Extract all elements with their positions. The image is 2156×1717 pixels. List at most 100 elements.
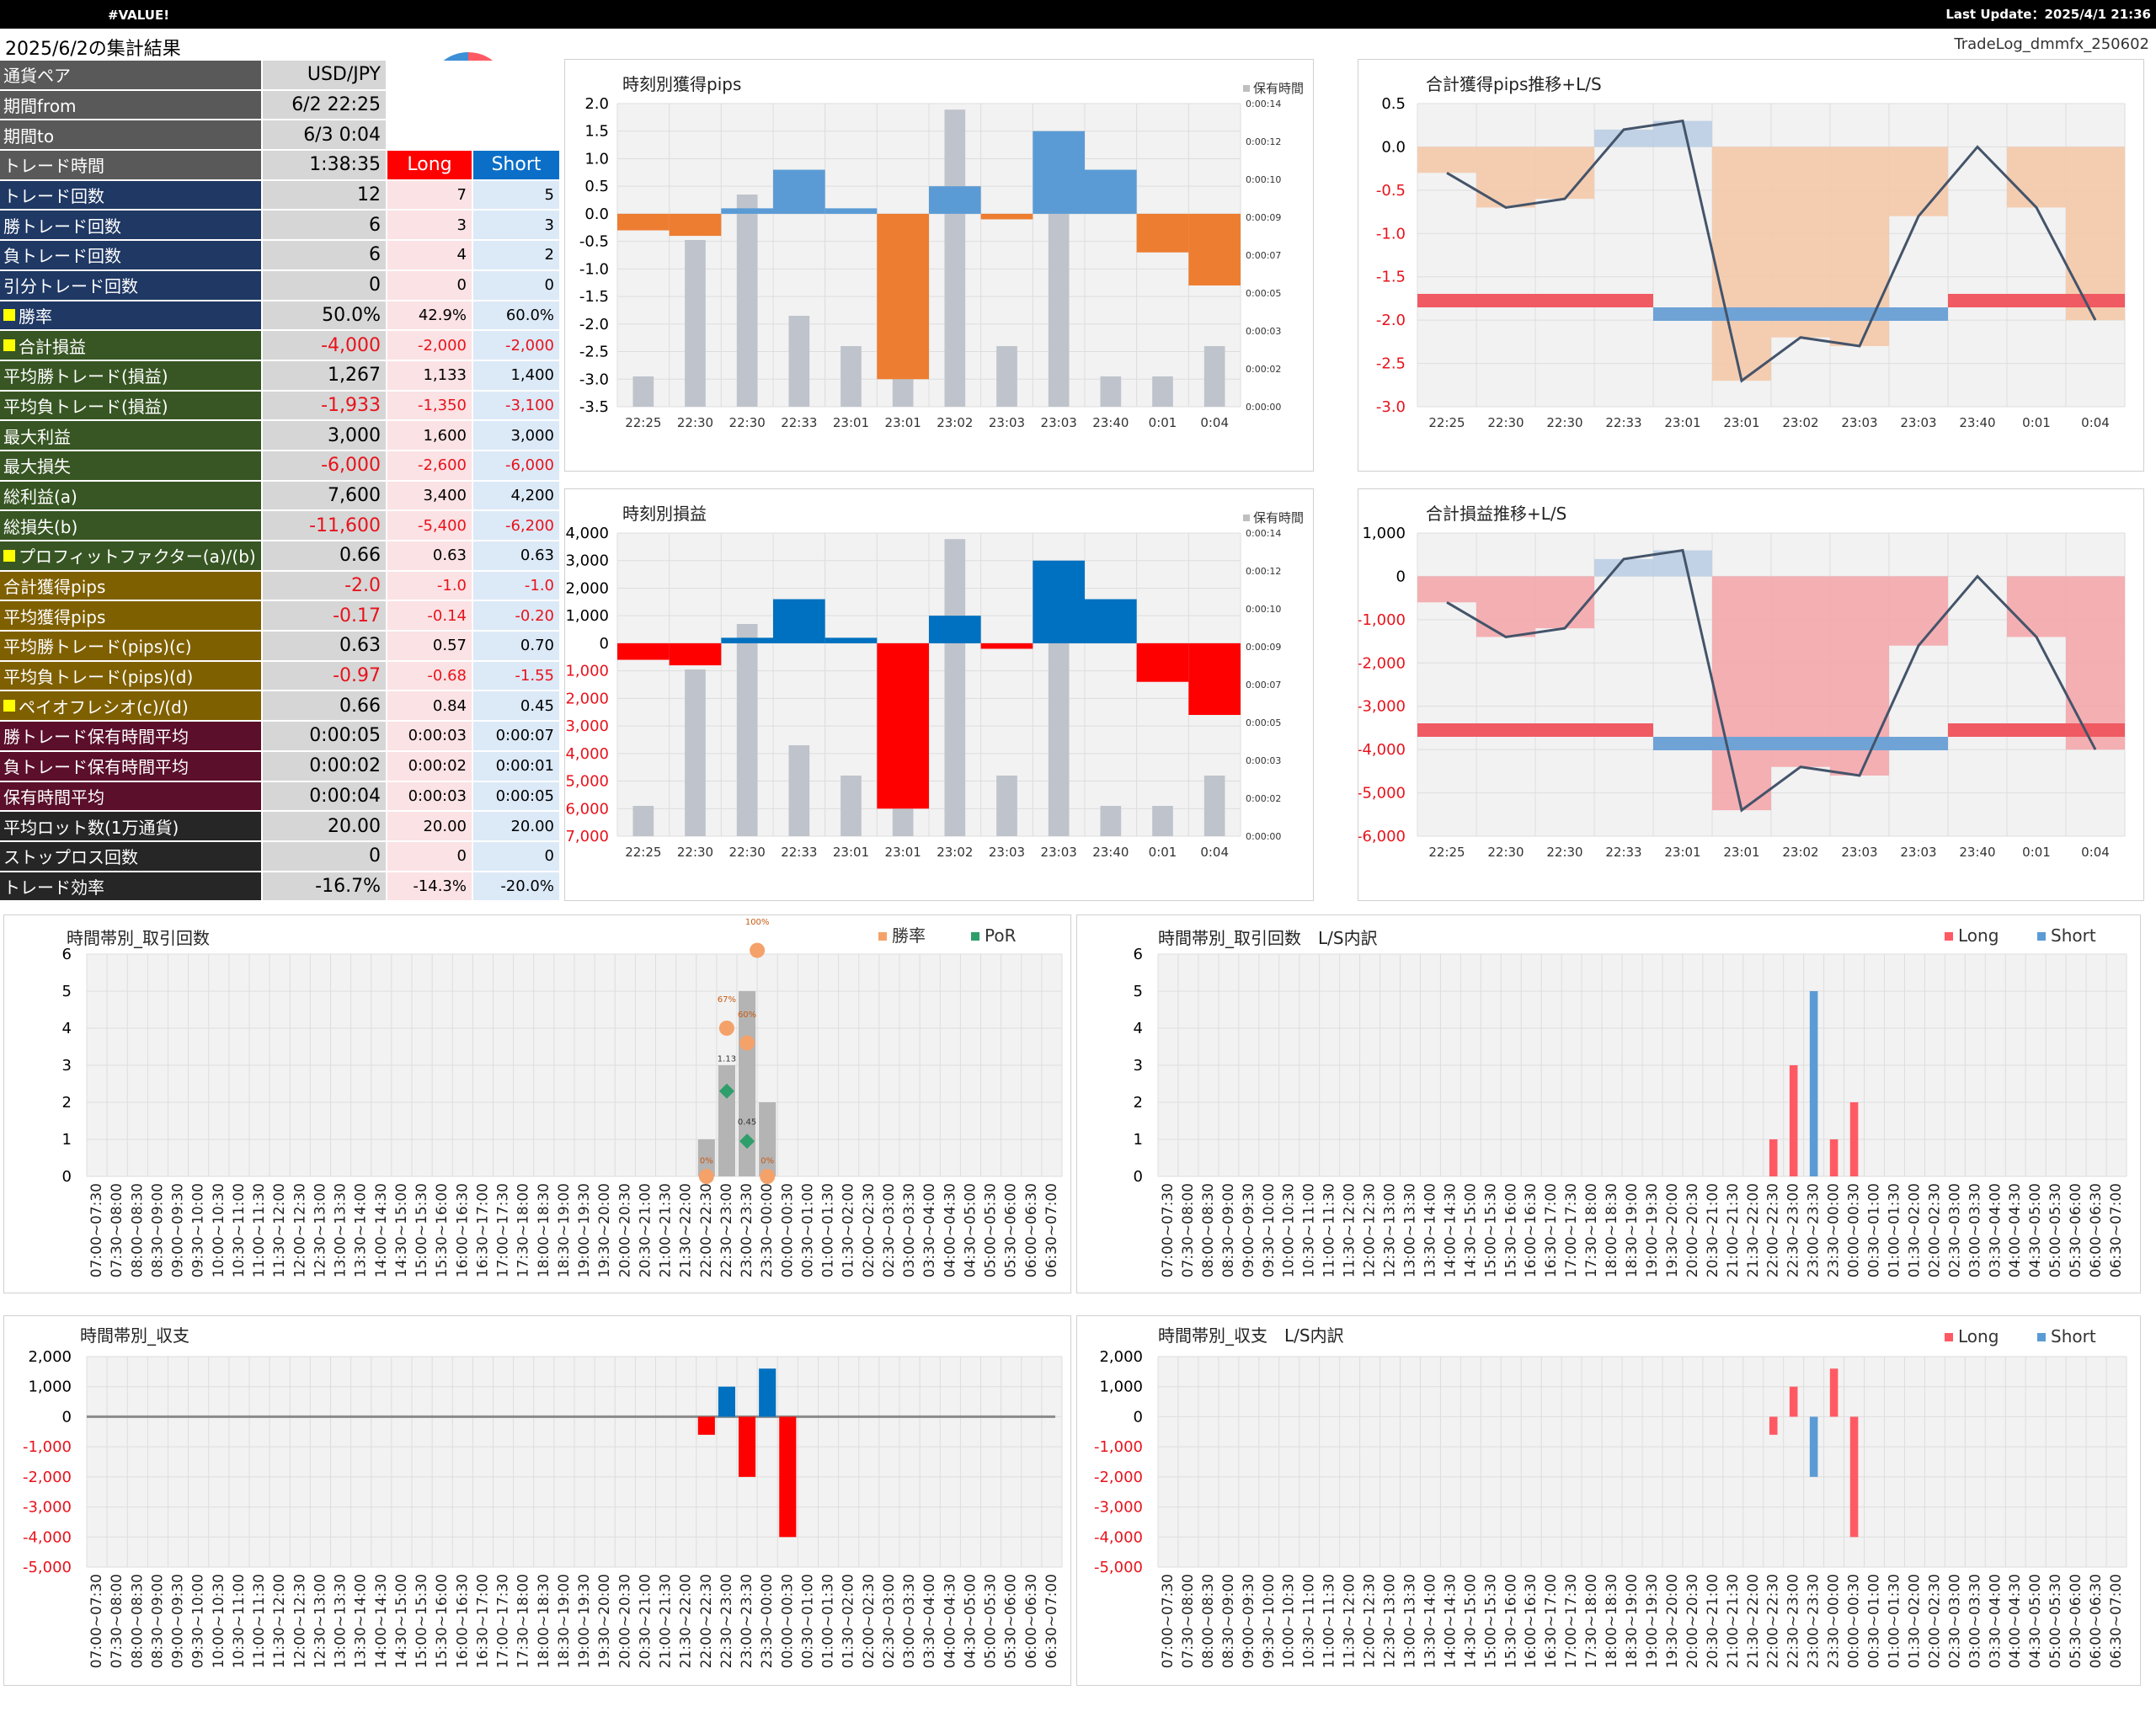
- x-slot-label: 18:00~18:30: [1604, 1574, 1620, 1668]
- y-tick-label: -6,000: [565, 800, 609, 818]
- pl-bar: [759, 1368, 776, 1417]
- x-slot-label: 21:00~21:30: [1725, 1574, 1742, 1668]
- long-bar: [1829, 1368, 1838, 1417]
- stats-long: -0.14: [387, 601, 473, 631]
- holding-time-bar: [944, 109, 966, 407]
- stats-short: 3,000: [473, 421, 559, 450]
- stats-label: 期間to: [0, 120, 263, 150]
- x-slot-label: 21:30~22:00: [678, 1183, 695, 1277]
- x-slot-label: 13:00~13:30: [333, 1574, 350, 1668]
- tradelog-name: TradeLog_dmmfx_250602: [1954, 35, 2149, 53]
- y-tick-label: -0.5: [579, 233, 609, 251]
- stats-short: 4,200: [473, 481, 559, 510]
- stats-short: 0.63: [473, 541, 559, 570]
- y-tick-label: -5,000: [23, 1559, 72, 1576]
- stats-short: -20.0%: [473, 872, 559, 901]
- y2-tick-label: 0:00:10: [1246, 604, 1281, 615]
- stats-label-text: 期間from: [3, 96, 77, 117]
- x-slot-label: 02:00~02:30: [1926, 1183, 1943, 1277]
- x-slot-label: 05:30~06:00: [2068, 1574, 2084, 1668]
- x-slot-label: 10:30~11:00: [231, 1574, 248, 1668]
- stats-label: ストップロス回数: [0, 841, 263, 871]
- pl-bar: [773, 169, 825, 214]
- pl-bar: [779, 1416, 797, 1538]
- x-slot-label: 05:00~05:30: [2047, 1183, 2064, 1277]
- holding-time-bar: [996, 346, 1017, 407]
- stats-long: 0: [387, 841, 473, 871]
- pl-bar: [825, 208, 878, 214]
- x-tick-label: 23:02: [1782, 415, 1818, 430]
- stats-row: 平均勝トレード(損益) 1,267 1,133 1,400: [0, 360, 559, 392]
- stats-label: 総利益(a): [0, 481, 263, 510]
- cum-area-bar: [2066, 147, 2125, 321]
- x-slot-label: 08:00~08:30: [1200, 1574, 1217, 1668]
- long-bar: [1769, 1416, 1778, 1435]
- x-slot-label: 00:30~01:00: [799, 1574, 816, 1668]
- x-tick-label: 23:02: [937, 415, 973, 430]
- x-slot-label: 23:30~00:00: [759, 1183, 776, 1277]
- stats-label: 最大損失: [0, 451, 263, 480]
- x-tick-label: 0:01: [2022, 845, 2051, 860]
- cum-area-bar: [1417, 147, 1476, 173]
- x-slot-label: 00:30~01:00: [799, 1183, 816, 1277]
- y-tick-label: -3.0: [579, 371, 609, 388]
- stats-short: Short: [473, 151, 559, 179]
- chart-title: 時間帯別_取引回数: [67, 928, 210, 948]
- x-slot-label: 19:30~20:00: [1664, 1183, 1681, 1277]
- stats-row: 期間to 6/3 0:04: [0, 120, 559, 152]
- stats-label-text: 負トレード回数: [3, 246, 121, 267]
- y-tick-label: -3.5: [579, 398, 609, 416]
- x-tick-label: 0:04: [2081, 415, 2110, 430]
- legend-swatch: [2037, 1333, 2046, 1341]
- y-tick-label: 0.0: [584, 205, 609, 223]
- pl-bar: [1136, 643, 1189, 682]
- x-slot-label: 03:00~03:30: [901, 1183, 918, 1277]
- x-slot-label: 10:00~10:30: [211, 1574, 227, 1668]
- x-slot-label: 22:30~23:00: [1785, 1574, 1802, 1668]
- y-tick-label: 1,000: [1362, 525, 1406, 542]
- x-slot-label: 05:00~05:30: [983, 1183, 1000, 1277]
- short-bar: [1809, 991, 1818, 1176]
- top-bar-left: #VALUE!: [108, 8, 170, 23]
- x-tick-label: 23:01: [833, 845, 869, 860]
- x-slot-label: 23:30~00:00: [1826, 1183, 1843, 1277]
- long-band: [1948, 294, 2125, 307]
- x-slot-label: 22:00~22:30: [698, 1183, 715, 1277]
- por-label: 0.45: [738, 1117, 756, 1127]
- pl-bar: [980, 643, 1033, 649]
- stats-total: -0.17: [263, 601, 387, 631]
- x-tick-label: 23:03: [1041, 415, 1077, 430]
- stats-row: プロフィットファクター(a)/(b) 0.66 0.63 0.63: [0, 541, 559, 572]
- stats-total: 12: [263, 180, 387, 210]
- stats-row: 負トレード保有時間平均 0:00:02 0:00:02 0:00:01: [0, 751, 559, 782]
- stats-long: 7: [387, 180, 473, 210]
- legend-label: Short: [2051, 1326, 2096, 1346]
- count-bar: [697, 1139, 715, 1176]
- holding-time-bar: [1100, 806, 1122, 836]
- y-tick-label: 0.5: [584, 178, 609, 195]
- x-slot-label: 10:00~10:30: [211, 1183, 227, 1277]
- x-tick-label: 0:01: [2022, 415, 2051, 430]
- trade-count-by-slot-panel: 時間帯別_取引回数 勝率 PoR 0% 67% 60% 0% 100% 1.13 0.45 6 5 4 3…: [3, 914, 1071, 1293]
- stats-long: -0.68: [387, 661, 473, 691]
- stats-label-text: 勝トレード回数: [3, 216, 121, 237]
- x-slot-label: 19:30~20:00: [596, 1183, 613, 1277]
- x-slot-label: 23:00~23:30: [1806, 1574, 1822, 1668]
- stats-total: 0.63: [263, 632, 387, 660]
- stats-total: -6,000: [263, 451, 387, 480]
- x-slot-label: 09:30~10:00: [190, 1574, 207, 1668]
- x-slot-label: 03:00~03:30: [1967, 1574, 1983, 1668]
- x-tick-label: 22:30: [677, 415, 713, 430]
- pl-bar: [1033, 131, 1085, 214]
- x-slot-label: 07:30~08:00: [109, 1574, 125, 1668]
- x-tick-label: 22:33: [1605, 845, 1641, 860]
- x-slot-label: 09:30~10:00: [190, 1183, 207, 1277]
- stats-row: 総損失(b) -11,600 -5,400 -6,200: [0, 511, 559, 541]
- stats-label: 勝トレード保有時間平均: [0, 722, 263, 750]
- x-slot-label: 12:30~13:00: [1382, 1183, 1399, 1277]
- y2-tick-label: 0:00:02: [1246, 364, 1281, 375]
- y-tick-label: -1,000: [23, 1438, 72, 1456]
- last-update: Last Update：2025/4/1 21:36: [1945, 7, 2151, 22]
- stats-long: 1,133: [387, 360, 473, 390]
- y-tick-label: -1,000: [1094, 1438, 1143, 1456]
